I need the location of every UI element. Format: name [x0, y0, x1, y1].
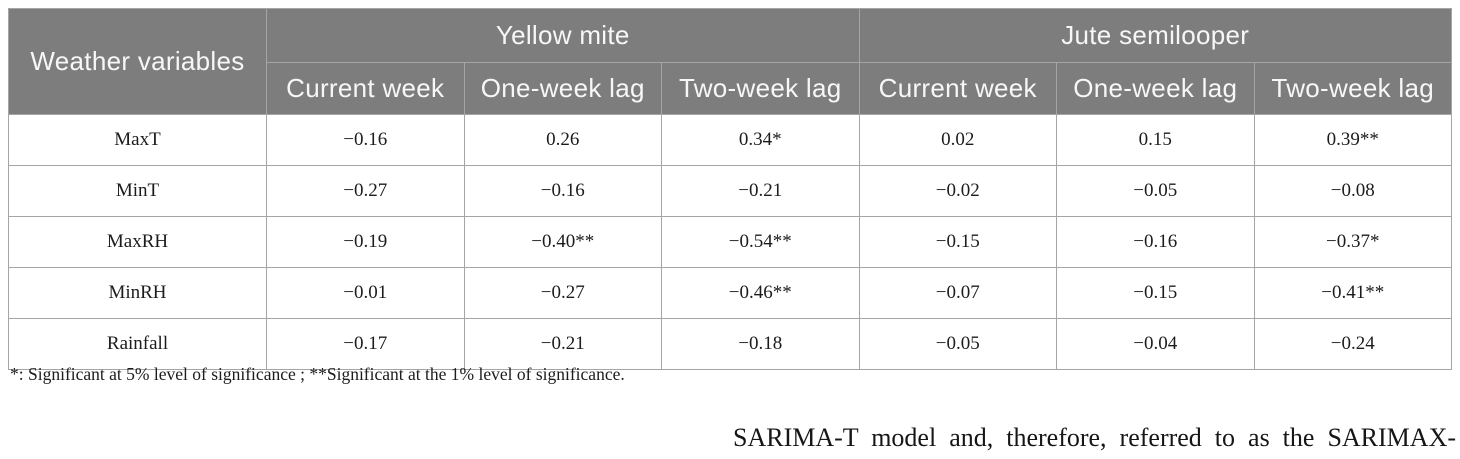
table-row: MaxRH −0.19 −0.40** −0.54** −0.15 −0.16 …	[8, 216, 1452, 268]
table-cell: 0.26	[463, 114, 662, 166]
table-cell: −0.02	[858, 165, 1057, 217]
header-group-yellow-mite: Yellow mite	[266, 8, 860, 63]
table-cell: −0.21	[463, 318, 662, 370]
table-cell: −0.46**	[661, 267, 860, 319]
table-cell: 0.15	[1056, 114, 1255, 166]
row-label: MinT	[8, 165, 267, 217]
table-cell: −0.40**	[463, 216, 662, 268]
header-subcol: One-week lag	[1056, 62, 1255, 115]
table-cell: −0.15	[858, 216, 1057, 268]
table-row: MinT −0.27 −0.16 −0.21 −0.02 −0.05 −0.08	[8, 165, 1452, 217]
table-cell: −0.16	[463, 165, 662, 217]
row-label: MinRH	[8, 267, 267, 319]
header-group-row: Weather variables Yellow mite Jute semil…	[8, 8, 1452, 115]
header-subcol: Current week	[266, 62, 465, 115]
table-cell: −0.07	[858, 267, 1057, 319]
correlation-table: Weather variables Yellow mite Jute semil…	[8, 8, 1452, 370]
header-subcol: Current week	[858, 62, 1057, 115]
table-header: Weather variables Yellow mite Jute semil…	[8, 8, 1452, 115]
table-cell: 0.39**	[1253, 114, 1452, 166]
table-body: MaxT −0.16 0.26 0.34* 0.02 0.15 0.39** M…	[8, 114, 1452, 370]
table-cell: −0.18	[661, 318, 860, 370]
table-cell: −0.54**	[661, 216, 860, 268]
header-subcol: One-week lag	[463, 62, 662, 115]
header-sub-row: Current week One-week lag Two-week lag C…	[9, 62, 1452, 115]
table-cell: −0.04	[1056, 318, 1255, 370]
table-cell: −0.05	[858, 318, 1057, 370]
table-cell: −0.15	[1056, 267, 1255, 319]
table-cell: −0.21	[661, 165, 860, 217]
header-weather-variables: Weather variables	[8, 8, 267, 115]
table-cell: −0.05	[1056, 165, 1255, 217]
table-cell: −0.24	[1253, 318, 1452, 370]
header-subcol: Two-week lag	[1253, 62, 1452, 115]
table-cell: −0.27	[266, 165, 465, 217]
header-subcol: Two-week lag	[661, 62, 860, 115]
paper-body-text-fragment: SARIMA-T model and, therefore, referred …	[733, 423, 1457, 452]
table-row: MinRH −0.01 −0.27 −0.46** −0.07 −0.15 −0…	[8, 267, 1452, 319]
header-group-jute-semilooper: Jute semilooper	[858, 8, 1452, 63]
table-cell: −0.16	[266, 114, 465, 166]
table-cell: −0.37*	[1253, 216, 1452, 268]
table-cell: −0.16	[1056, 216, 1255, 268]
row-label: Rainfall	[8, 318, 267, 370]
table-cell: −0.08	[1253, 165, 1452, 217]
correlation-table-container: Weather variables Yellow mite Jute semil…	[8, 8, 1452, 370]
table-cell: −0.41**	[1253, 267, 1452, 319]
row-label: MaxRH	[8, 216, 267, 268]
table-row: MaxT −0.16 0.26 0.34* 0.02 0.15 0.39**	[8, 114, 1452, 166]
table-cell: −0.17	[266, 318, 465, 370]
table-cell: 0.02	[858, 114, 1057, 166]
table-cell: 0.34*	[661, 114, 860, 166]
table-cell: −0.27	[463, 267, 662, 319]
table-row: Rainfall −0.17 −0.21 −0.18 −0.05 −0.04 −…	[8, 318, 1452, 370]
row-label: MaxT	[8, 114, 267, 166]
table-footnote: *: Significant at 5% level of significan…	[10, 364, 625, 384]
table-cell: −0.19	[266, 216, 465, 268]
table-cell: −0.01	[266, 267, 465, 319]
